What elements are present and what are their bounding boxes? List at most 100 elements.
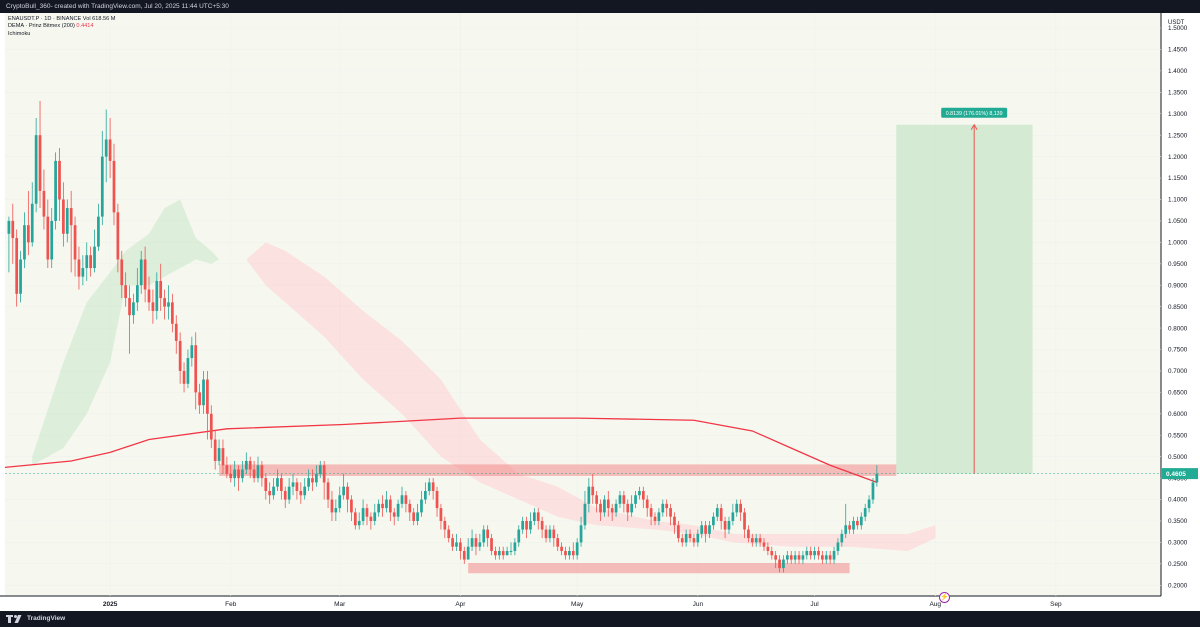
candle-body bbox=[556, 538, 560, 547]
price-tick-label: 0.3500 bbox=[1168, 518, 1188, 525]
candle-body bbox=[420, 499, 423, 513]
candle-body bbox=[657, 512, 661, 521]
last-price-label: 0.4605 bbox=[1166, 471, 1186, 478]
price-tick-label: 1.0000 bbox=[1168, 240, 1188, 247]
candle-body bbox=[494, 550, 497, 556]
candle-body bbox=[381, 503, 384, 509]
candle-body bbox=[291, 482, 295, 487]
candle-body bbox=[692, 538, 696, 543]
ema-value: 0.4414 bbox=[76, 23, 94, 30]
price-tick-label: 0.6500 bbox=[1168, 390, 1188, 397]
lightning-event-icon[interactable]: ⚡ bbox=[939, 592, 950, 603]
candle-body bbox=[54, 160, 57, 221]
candle-body bbox=[497, 550, 501, 556]
candle-body bbox=[132, 302, 135, 316]
price-tick-label: 0.6000 bbox=[1168, 411, 1188, 418]
candle-body bbox=[404, 495, 408, 504]
candle-body bbox=[264, 478, 268, 491]
candle-body bbox=[568, 550, 571, 556]
candle-body bbox=[630, 503, 634, 513]
candle-body bbox=[731, 512, 735, 521]
candle-body bbox=[715, 508, 719, 517]
candle-body bbox=[700, 525, 704, 534]
candle-body bbox=[723, 520, 727, 530]
candle-body bbox=[424, 490, 427, 500]
price-axis-background bbox=[1161, 13, 1200, 611]
candle-body bbox=[15, 238, 19, 294]
candle-body bbox=[552, 529, 556, 539]
candle-body bbox=[676, 525, 680, 539]
candle-body bbox=[365, 508, 369, 517]
candle-body bbox=[536, 512, 540, 521]
candle-body bbox=[782, 559, 785, 569]
ema-line bbox=[4, 417, 878, 484]
candle-body bbox=[704, 525, 707, 534]
candle-body bbox=[435, 490, 439, 509]
price-tick-label: 1.1500 bbox=[1168, 175, 1188, 182]
candle-body bbox=[241, 469, 244, 479]
candle-body bbox=[614, 503, 618, 513]
candle-body bbox=[338, 495, 342, 509]
candle-body bbox=[466, 546, 470, 560]
candle-body bbox=[268, 490, 272, 496]
candle-body bbox=[490, 538, 493, 551]
candle-body bbox=[260, 465, 264, 479]
symbol-info[interactable]: ENAUSDT.P · 1D · BINANCE Vol 618.56 M bbox=[8, 16, 116, 22]
candle-body bbox=[427, 482, 431, 491]
candle-body bbox=[661, 503, 665, 513]
candle-body bbox=[350, 499, 353, 513]
ichimoku-legend[interactable]: Ichimoku bbox=[8, 30, 31, 37]
candle-body bbox=[770, 550, 774, 556]
candle-body bbox=[396, 503, 400, 517]
candle-body bbox=[151, 302, 155, 311]
chart-frame[interactable]: USDT 1.5000 1.4500 1.4000 1.3500 1.3000 1.2500… bbox=[0, 13, 1200, 611]
indicator-legend: ENAUSDT.P · 1D · BINANCE Vol 618.56 M DE… bbox=[8, 16, 115, 38]
ema-legend[interactable]: DEMA · Prinz Bitmex (200) 0.4414 bbox=[8, 23, 115, 30]
time-tick-label: Feb bbox=[225, 601, 237, 608]
chart-caption: CryptoBull_360- created with TradingView… bbox=[6, 3, 229, 10]
candle-body bbox=[439, 508, 443, 521]
candle-body bbox=[455, 542, 458, 547]
price-tick-label: 0.8000 bbox=[1168, 325, 1188, 332]
time-tick-label: Apr bbox=[455, 601, 466, 608]
time-tick-label: 2025 bbox=[103, 601, 118, 608]
price-tick-label: 0.3000 bbox=[1168, 540, 1188, 547]
candle-body bbox=[357, 520, 361, 526]
candle-body bbox=[575, 542, 579, 556]
price-tick-label: 0.8500 bbox=[1168, 304, 1188, 311]
candle-body bbox=[124, 285, 128, 299]
last-price-badge bbox=[1162, 468, 1198, 480]
candle-body bbox=[443, 520, 447, 530]
candle-body bbox=[789, 555, 793, 560]
candle-body bbox=[852, 520, 855, 530]
candle-body bbox=[544, 529, 548, 539]
candle-body bbox=[587, 486, 591, 504]
candle-body bbox=[283, 490, 287, 500]
candle-body bbox=[147, 289, 151, 303]
candle-body bbox=[462, 550, 466, 560]
candle-body bbox=[525, 520, 528, 530]
candle-body bbox=[591, 486, 595, 496]
footer-brand: TradingView bbox=[27, 615, 66, 622]
candle-body bbox=[735, 503, 739, 513]
candle-body bbox=[478, 542, 482, 547]
candle-body bbox=[856, 520, 859, 526]
candle-body bbox=[50, 220, 54, 260]
price-tick-label: 1.3000 bbox=[1168, 111, 1188, 118]
candle-body bbox=[23, 225, 26, 260]
candle-body bbox=[529, 520, 532, 530]
candle-body bbox=[100, 156, 104, 217]
candle-body bbox=[548, 529, 552, 539]
candle-body bbox=[73, 225, 77, 260]
time-tick-label: Jul bbox=[810, 601, 819, 608]
candle-body bbox=[143, 259, 147, 290]
candle-body bbox=[392, 512, 396, 517]
candle-body bbox=[474, 538, 478, 547]
candle-body bbox=[248, 460, 252, 470]
candle-body bbox=[62, 199, 65, 234]
candle-body bbox=[225, 465, 229, 474]
candle-body bbox=[560, 546, 563, 551]
price-tick-label: 1.2500 bbox=[1168, 132, 1188, 139]
time-axis-background bbox=[0, 596, 1200, 611]
